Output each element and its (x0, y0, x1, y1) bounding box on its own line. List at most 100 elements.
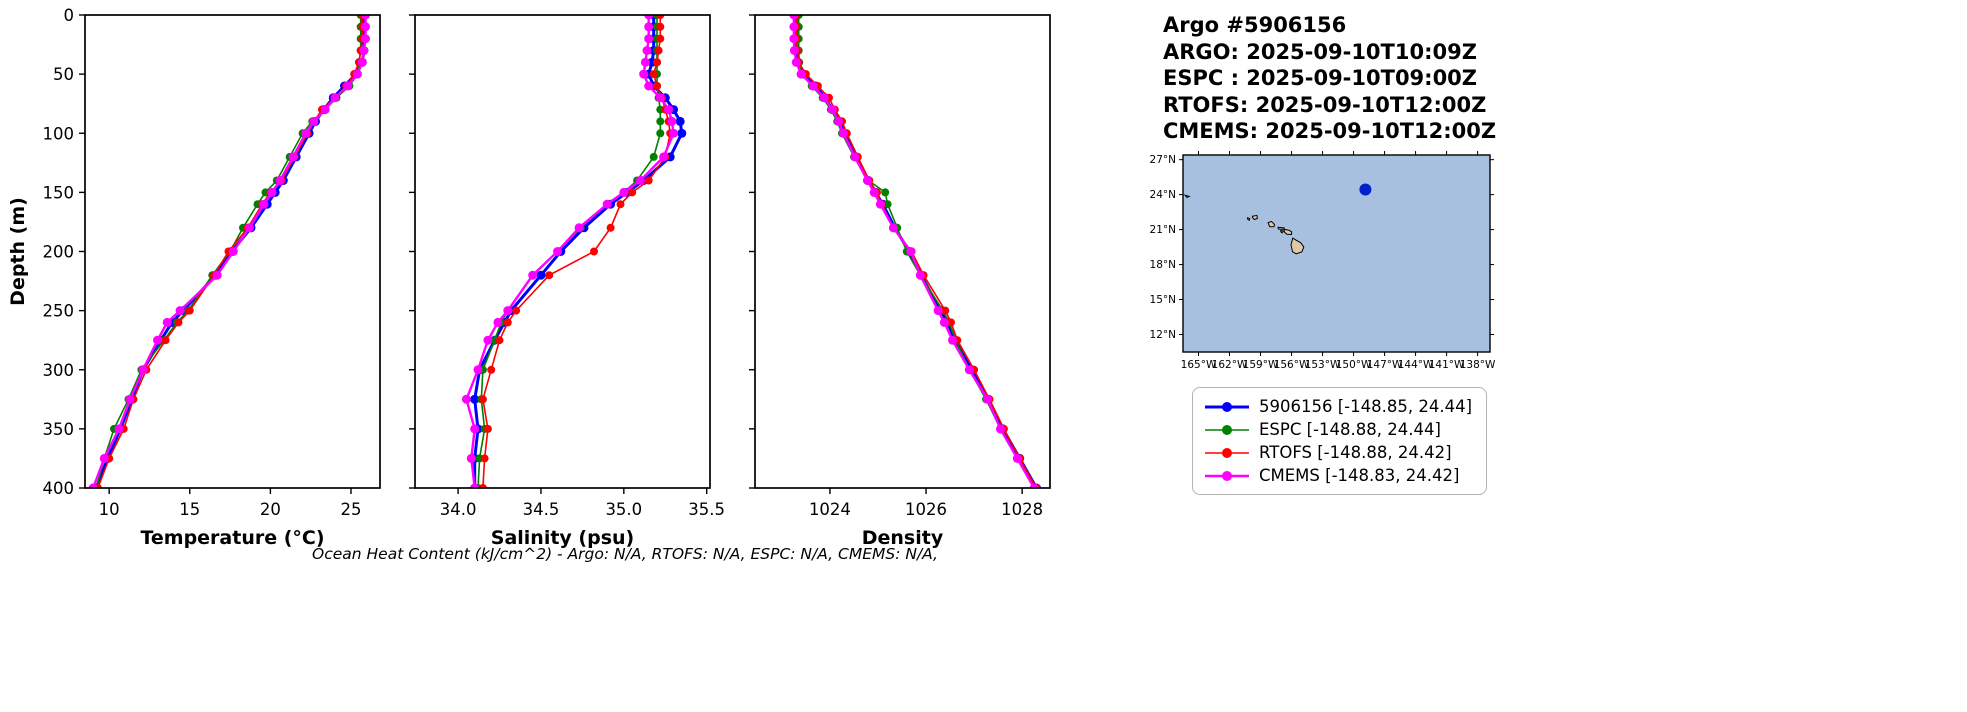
data-point-rtofs (606, 223, 615, 232)
data-point-cmems (996, 424, 1005, 434)
data-point-espc (656, 117, 665, 126)
data-point-rtofs (941, 306, 950, 315)
data-point-cmems (88, 483, 98, 488)
data-point-cmems (503, 306, 513, 316)
data-point-cmems (635, 176, 645, 185)
data-point-rtofs (512, 306, 521, 315)
map-lat-tick-label: 15°N (1150, 294, 1176, 306)
data-point-espc (649, 152, 658, 161)
data-point-cmems (473, 365, 483, 375)
salinity-chart-line-cmems (465, 15, 675, 488)
data-point-cmems (869, 187, 879, 197)
float-title: Argo #5906156 (1163, 13, 1347, 37)
data-point-cmems (244, 223, 254, 233)
data-point-cmems (644, 15, 654, 20)
x-tick-label: 34.0 (440, 500, 477, 519)
data-point-cmems (834, 116, 844, 126)
data-point-cmems (789, 34, 799, 44)
data-point-cmems (1029, 483, 1039, 488)
data-point-cmems (352, 69, 362, 79)
y-tick-label: 150 (43, 183, 75, 202)
data-point-rtofs (653, 58, 661, 67)
legend-line-marker-rtofs (1205, 447, 1249, 458)
data-point-cmems (602, 199, 612, 209)
data-point-cmems (640, 57, 650, 67)
data-point-rtofs (654, 46, 663, 55)
data-point-cmems (667, 116, 677, 126)
timestamp-espc: ESPC : 2025-09-10T09:00Z (1163, 66, 1478, 90)
data-point-cmems (664, 105, 674, 115)
legend-label-espc: ESPC [-148.88, 24.44] (1259, 420, 1441, 439)
data-point-cmems (819, 93, 829, 103)
map-lon-tick-label: 150°W (1336, 359, 1372, 371)
legend-label-argo: 5906156 [-148.85, 24.44] (1259, 397, 1473, 416)
map-lon-tick-label: 162°W (1212, 359, 1248, 371)
map-lon-tick-label: 147°W (1367, 359, 1403, 371)
data-point-cmems (259, 199, 269, 209)
data-point-argo (677, 128, 687, 138)
data-point-cmems (644, 34, 654, 44)
data-point-rtofs (656, 15, 665, 19)
data-point-rtofs (483, 424, 492, 433)
data-point-cmems (301, 128, 311, 138)
legend-entry-argo: 5906156 [-148.85, 24.44] (1203, 397, 1472, 416)
map-ocean (1183, 155, 1490, 352)
island-lanai (1280, 229, 1285, 234)
data-point-cmems (1012, 453, 1022, 463)
temperature-chart-frame (84, 14, 381, 489)
data-point-cmems (470, 483, 480, 488)
data-point-espc (881, 188, 890, 197)
location-map: 165°W162°W159°W156°W153°W150°W147°W144°W… (1150, 151, 1496, 371)
data-point-cmems (114, 424, 124, 434)
data-point-cmems (808, 81, 818, 91)
data-point-cmems (948, 335, 957, 345)
data-point-cmems (862, 176, 872, 185)
legend-line-marker-argo (1205, 401, 1249, 412)
data-point-rtofs (503, 318, 512, 327)
depth-axis-label: Depth (m) (7, 197, 29, 306)
salinity-chart-series-group (461, 15, 687, 488)
map-lon-tick-label: 138°W (1460, 359, 1496, 371)
data-point-espc (883, 200, 892, 209)
data-point-cmems (320, 105, 330, 115)
x-tick-label: 15 (179, 500, 200, 519)
legend-entry-cmems: CMEMS [-148.83, 24.42] (1203, 466, 1472, 485)
x-tick-label: 35.5 (688, 500, 725, 519)
data-point-cmems (461, 394, 471, 404)
temperature-chart-series-group (88, 15, 370, 488)
timestamp-cmems: CMEMS: 2025-09-10T12:00Z (1163, 119, 1497, 143)
y-tick-label: 50 (53, 65, 74, 84)
data-point-rtofs (545, 271, 554, 280)
map-lon-tick-label: 165°W (1181, 359, 1217, 371)
island-niihau (1247, 216, 1251, 222)
map-lat-tick-label: 18°N (1150, 259, 1176, 271)
island-hawaii (1290, 237, 1305, 255)
y-tick-label: 350 (43, 420, 75, 439)
float-position-marker (1359, 183, 1372, 196)
temperature-chart-xlabel: Temperature (°C) (140, 527, 324, 549)
data-point-cmems (493, 317, 503, 327)
x-tick-label: 1028 (1001, 500, 1043, 519)
y-tick-label: 100 (43, 124, 75, 143)
density-chart-line-argo (794, 15, 1038, 488)
profile-plots: 10 15 20 25050100150200250300350400Temperat… (7, 6, 1051, 549)
data-point-cmems (838, 128, 848, 138)
header-block: Argo #5906156 ARGO: 2025-09-10T10:09Z ES… (1163, 12, 1496, 145)
x-tick-label: 20 (260, 500, 281, 519)
data-point-cmems (361, 34, 370, 44)
data-point-cmems (619, 187, 629, 197)
data-point-rtofs (656, 34, 665, 43)
legend-entry-espc: ESPC [-148.88, 24.44] (1203, 420, 1472, 439)
data-point-cmems (796, 69, 806, 79)
island-nihoa (1183, 194, 1191, 199)
data-point-cmems (888, 223, 898, 233)
data-point-rtofs (174, 318, 183, 327)
x-tick-label: 34.5 (523, 500, 560, 519)
data-point-cmems (153, 335, 162, 345)
data-point-cmems (162, 317, 172, 327)
data-point-cmems (275, 176, 285, 185)
data-point-cmems (309, 116, 319, 126)
data-point-cmems (138, 365, 148, 375)
data-point-rtofs (478, 484, 487, 488)
data-point-cmems (939, 317, 949, 327)
